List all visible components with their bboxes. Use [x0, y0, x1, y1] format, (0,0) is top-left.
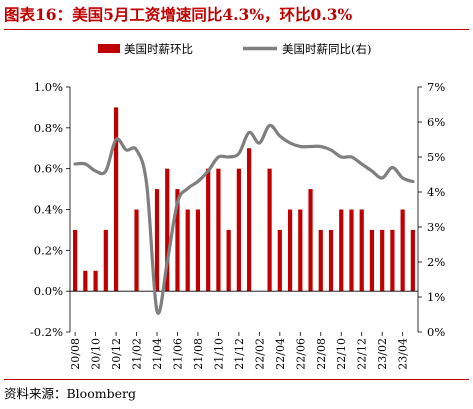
bar	[206, 168, 211, 292]
bar	[359, 209, 364, 292]
x-tick-label: 22/10	[335, 338, 348, 370]
x-tick-label: 22/02	[253, 338, 266, 370]
left-tick-label: -0.2%	[30, 325, 63, 339]
left-tick-label: 0.2%	[34, 243, 63, 257]
right-tick-label: 7%	[427, 80, 445, 94]
bar	[134, 209, 139, 292]
bar	[287, 209, 293, 292]
bar	[83, 270, 88, 292]
bar	[390, 229, 395, 292]
legend-bar-label: 美国时薪环比	[124, 42, 193, 56]
bar	[349, 209, 354, 292]
legend-bar-swatch	[98, 44, 120, 53]
source-note: 资料来源：Bloomberg	[4, 386, 136, 401]
x-tick-label: 21/06	[171, 338, 184, 370]
source-divider	[4, 379, 469, 380]
bar	[318, 229, 323, 292]
x-tick-label: 20/08	[69, 338, 82, 370]
bar-series	[73, 107, 415, 292]
bar	[103, 229, 108, 292]
x-tick-label: 20/10	[90, 338, 103, 370]
left-tick-label: 0.6%	[34, 162, 63, 176]
bar	[328, 229, 334, 292]
left-tick-label: 1.0%	[34, 80, 63, 94]
axes	[69, 87, 419, 332]
bar	[369, 229, 375, 292]
left-tick-label: 0.8%	[34, 121, 63, 135]
title-divider	[4, 29, 469, 30]
legend-line-label: 美国时薪同比(右)	[282, 42, 371, 56]
bar	[73, 229, 78, 292]
bar	[154, 189, 160, 292]
left-tick-label: 0.0%	[34, 284, 63, 298]
bar	[195, 209, 201, 292]
x-tick-label: 23/04	[397, 338, 410, 370]
x-tick-label: 20/12	[110, 338, 123, 370]
x-tick-label: 21/02	[131, 338, 144, 370]
bar	[226, 229, 231, 292]
line-series	[73, 123, 415, 315]
right-tick-label: 3%	[427, 220, 445, 234]
chart: 美国时薪环比 美国时薪同比(右) -0.2% 0.0% 0.2% 0.4% 0.6% 0.…	[30, 42, 445, 370]
x-axis-ticks: 20/08 20/10 20/12 21/02 21/04 21/06 21/08 21/10…	[69, 332, 410, 370]
x-tick-label: 23/02	[376, 338, 389, 370]
bar	[277, 229, 282, 292]
bar	[308, 189, 313, 292]
bar	[339, 209, 344, 292]
bar	[113, 107, 119, 292]
right-tick-label: 0%	[427, 325, 445, 339]
right-tick-label: 4%	[427, 185, 445, 199]
bar	[380, 229, 385, 292]
left-tick-label: 0.4%	[34, 203, 63, 217]
x-tick-label: 21/08	[192, 338, 205, 370]
right-tick-label: 2%	[427, 255, 445, 269]
chart-title: 图表16：美国5月工资增速同比4.3%，环比0.3%	[4, 5, 353, 24]
right-axis-ticks: 0% 1% 2% 3% 4% 5% 6% 7%	[418, 80, 445, 339]
bar	[400, 209, 405, 292]
right-tick-label: 5%	[427, 150, 445, 164]
right-tick-label: 1%	[427, 290, 445, 304]
bar	[185, 209, 190, 292]
bar	[216, 168, 221, 292]
bar	[410, 229, 415, 292]
bar	[165, 168, 170, 292]
x-tick-label: 22/04	[274, 338, 287, 370]
x-tick-label: 22/06	[294, 338, 307, 370]
left-axis-ticks: -0.2% 0.0% 0.2% 0.4% 0.6% 0.8% 1.0%	[30, 80, 70, 339]
x-tick-label: 22/08	[315, 338, 328, 370]
bar	[267, 168, 272, 292]
bar	[175, 189, 180, 292]
bar	[298, 209, 303, 292]
legend: 美国时薪环比 美国时薪同比(右)	[98, 42, 371, 56]
yoy-line	[73, 123, 415, 315]
x-tick-label: 21/04	[151, 338, 164, 370]
x-tick-label: 21/12	[233, 338, 246, 370]
bar	[247, 148, 252, 292]
bar	[93, 270, 98, 292]
x-tick-label: 22/12	[356, 338, 369, 370]
bar	[236, 168, 241, 292]
right-tick-label: 6%	[427, 115, 445, 129]
x-tick-label: 21/10	[212, 338, 225, 370]
